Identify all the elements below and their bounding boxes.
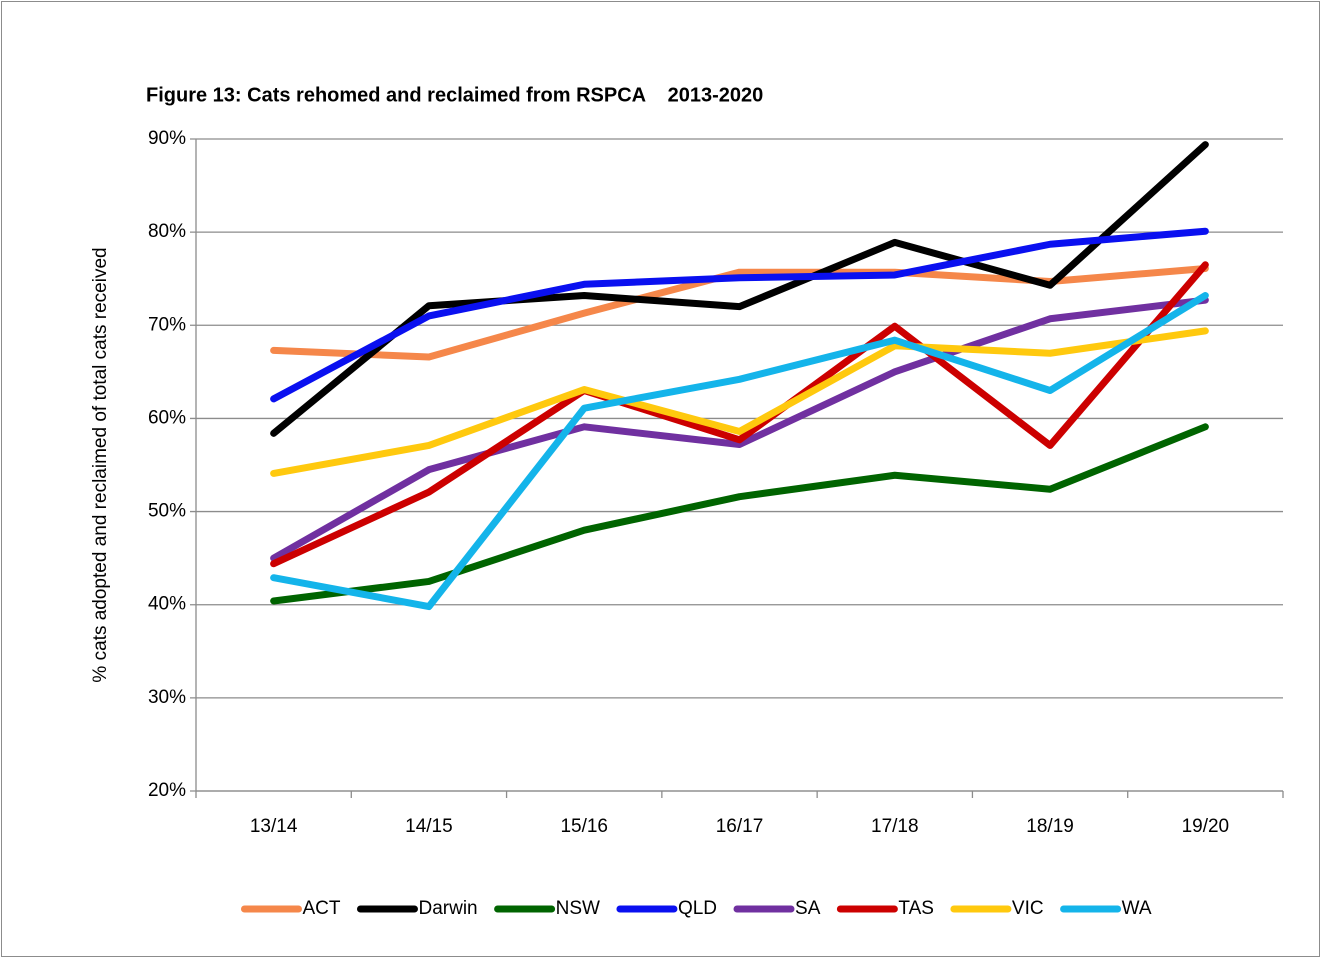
legend-label: SA bbox=[795, 898, 821, 919]
legend-label: Darwin bbox=[418, 898, 477, 919]
y-tick-label: 60% bbox=[148, 407, 186, 428]
legend-label: QLD bbox=[678, 898, 717, 919]
y-tick-label: 90% bbox=[148, 128, 186, 149]
series-line bbox=[270, 141, 1209, 437]
series-line bbox=[270, 261, 1209, 568]
series-line bbox=[270, 327, 1209, 477]
y-tick-label: 30% bbox=[148, 687, 186, 708]
x-tick-label: 15/16 bbox=[560, 816, 608, 837]
legend-label: VIC bbox=[1012, 898, 1044, 919]
legend-label: TAS bbox=[898, 898, 934, 919]
y-tick-label: 40% bbox=[148, 594, 186, 615]
legend-label: WA bbox=[1122, 898, 1152, 919]
x-tick-label: 19/20 bbox=[1182, 816, 1230, 837]
series-line bbox=[270, 291, 1209, 611]
legend-label: ACT bbox=[302, 898, 340, 919]
x-tick-label: 14/15 bbox=[405, 816, 453, 837]
series-line bbox=[270, 296, 1209, 562]
chart-title: Figure 13: Cats rehomed and reclaimed fr… bbox=[146, 84, 763, 106]
legend-label: NSW bbox=[556, 898, 600, 919]
y-tick-label: 20% bbox=[148, 780, 186, 801]
x-tick-label: 17/18 bbox=[871, 816, 919, 837]
y-tick-label: 70% bbox=[148, 314, 186, 335]
x-tick-label: 13/14 bbox=[250, 816, 298, 837]
x-tick-label: 16/17 bbox=[716, 816, 764, 837]
series-line bbox=[270, 227, 1209, 403]
x-tick-label: 18/19 bbox=[1026, 816, 1074, 837]
y-tick-label: 80% bbox=[148, 221, 186, 242]
series-line bbox=[270, 423, 1209, 605]
y-axis-label: % cats adopted and reclaimed of total ca… bbox=[90, 247, 111, 682]
y-tick-label: 50% bbox=[148, 501, 186, 522]
